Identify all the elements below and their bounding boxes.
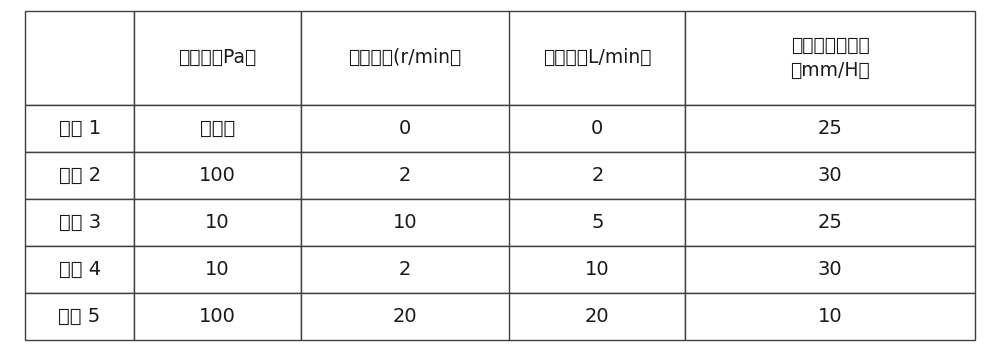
Text: 30: 30 [818, 166, 842, 185]
Bar [300, 152, 510, 199]
Bar [25, 152, 134, 199]
Bar [134, 293, 300, 340]
Bar [509, 199, 685, 246]
Text: 25: 25 [818, 213, 843, 232]
Text: 2: 2 [399, 166, 411, 185]
Text: 10: 10 [205, 213, 230, 232]
Bar [685, 293, 975, 340]
Text: 100: 100 [199, 166, 236, 185]
Text: 0: 0 [399, 119, 411, 138]
Text: 0: 0 [591, 119, 604, 138]
Bar [25, 246, 134, 293]
Bar [685, 105, 975, 152]
Bar [300, 11, 510, 105]
Bar [685, 246, 975, 293]
Text: 100: 100 [199, 307, 236, 326]
Bar [25, 11, 134, 105]
Text: 20: 20 [393, 307, 417, 326]
Bar [134, 199, 300, 246]
Bar [25, 105, 134, 152]
Text: 加热器运动速度
（mm/H）: 加热器运动速度 （mm/H） [790, 35, 870, 80]
Text: 实验 2: 实验 2 [59, 166, 101, 185]
Text: 真空度（Pa）: 真空度（Pa） [178, 48, 256, 67]
Bar [300, 293, 510, 340]
Text: 30: 30 [818, 260, 842, 279]
Bar [685, 11, 975, 105]
Bar [25, 293, 134, 340]
Text: 实验 3: 实验 3 [59, 213, 101, 232]
Bar [509, 105, 685, 152]
Bar [300, 246, 510, 293]
Bar [134, 105, 300, 152]
Bar [685, 152, 975, 199]
Bar [509, 11, 685, 105]
Text: 2: 2 [591, 166, 604, 185]
Text: 10: 10 [818, 307, 842, 326]
Text: 实验 1: 实验 1 [59, 119, 101, 138]
Text: 20: 20 [585, 307, 610, 326]
Text: 水流量（L/min）: 水流量（L/min） [543, 48, 652, 67]
Text: 10: 10 [585, 260, 610, 279]
Text: 10: 10 [205, 260, 230, 279]
Bar [134, 152, 300, 199]
Text: 实验 5: 实验 5 [58, 307, 101, 326]
Bar [134, 246, 300, 293]
Text: 实验 4: 实验 4 [59, 260, 101, 279]
Text: 旋转速度(r/min）: 旋转速度(r/min） [348, 48, 462, 67]
Bar [509, 246, 685, 293]
Bar [685, 199, 975, 246]
Text: 2: 2 [399, 260, 411, 279]
Bar [509, 293, 685, 340]
Bar [509, 152, 685, 199]
Bar [134, 11, 300, 105]
Bar [300, 199, 510, 246]
Text: 5: 5 [591, 213, 604, 232]
Text: 10: 10 [393, 213, 417, 232]
Bar [300, 105, 510, 152]
Text: 25: 25 [818, 119, 843, 138]
Bar [25, 199, 134, 246]
Text: 大气压: 大气压 [200, 119, 235, 138]
